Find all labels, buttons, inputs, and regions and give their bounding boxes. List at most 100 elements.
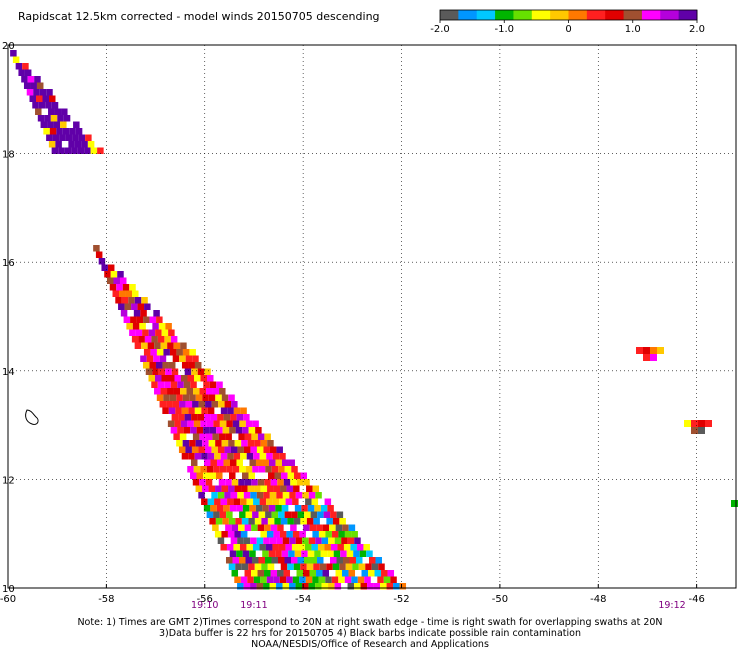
wind-cell (356, 544, 364, 551)
wind-cell (318, 576, 326, 583)
wind-cell (181, 375, 188, 382)
wind-cell (194, 453, 202, 460)
wind-cell (242, 472, 249, 479)
wind-cell (118, 303, 125, 310)
wind-cell (269, 583, 277, 590)
wind-cell (330, 544, 338, 551)
wind-cell (271, 557, 278, 564)
wind-cell (331, 576, 339, 583)
wind-cell (250, 583, 257, 590)
wind-cell (295, 537, 303, 544)
wind-cell (284, 511, 292, 518)
wind-cell (122, 284, 130, 291)
wind-cell (264, 524, 271, 531)
wind-cell (274, 472, 282, 479)
wind-cell (216, 472, 223, 479)
wind-cell (224, 401, 232, 408)
wind-cell (348, 570, 356, 577)
wind-cell (221, 394, 229, 401)
wind-cell (77, 147, 85, 154)
colorbar-tick-label: 1.0 (625, 24, 641, 35)
wind-cell (300, 518, 307, 525)
wind-cell (51, 102, 59, 109)
wind-cell (269, 537, 277, 544)
wind-cell (185, 446, 192, 453)
wind-cell (289, 492, 296, 499)
wind-cell (281, 472, 288, 479)
wind-cell (325, 576, 332, 583)
wind-cell (324, 544, 331, 551)
wind-cell (264, 570, 271, 577)
wind-cell (361, 570, 369, 577)
wind-cell (15, 63, 23, 70)
wind-cell (192, 479, 200, 486)
wind-cell (46, 134, 53, 141)
wind-cell (308, 583, 316, 590)
wind-cell (378, 563, 385, 570)
wind-cell (168, 375, 175, 382)
wind-cell (164, 381, 171, 388)
wind-cell (262, 505, 269, 512)
wind-cell (229, 427, 236, 434)
wind-cell (261, 518, 268, 525)
wind-cell (230, 414, 237, 421)
wind-cell (299, 531, 306, 538)
wind-cell (174, 375, 182, 382)
wind-cell (189, 349, 196, 356)
wind-cell (49, 95, 56, 102)
tick-labels: -60 -58 -56 -54 -52 -50 -48 -46 20 18 16 14 12 10 19:1… (0, 41, 705, 611)
wind-cell (141, 342, 148, 349)
wind-cell (296, 570, 304, 577)
wind-cell (120, 310, 128, 317)
wind-cell (329, 524, 336, 531)
wind-cell (227, 407, 234, 414)
wind-cell (192, 433, 200, 440)
wind-cell (212, 524, 219, 531)
wind-cell (216, 459, 224, 466)
wind-cell (308, 537, 316, 544)
wind-cell (239, 420, 246, 427)
wind-cell (272, 544, 279, 551)
wind-cell (205, 479, 213, 486)
wind-cell (254, 440, 261, 447)
wind-cell (289, 537, 296, 544)
colorbar: -2.0 -1.0 0 1.0 2.0 (430, 9, 705, 35)
wind-cell (249, 550, 256, 557)
wind-cell (229, 472, 236, 479)
wind-cell (277, 479, 284, 486)
wind-cell (172, 401, 180, 408)
wind-cell (263, 537, 270, 544)
wind-cell (313, 518, 320, 525)
wind-cell (172, 355, 180, 362)
wind-cell (249, 459, 256, 466)
wind-cell (181, 362, 189, 369)
wind-cell (326, 563, 333, 570)
wind-cell (200, 466, 207, 473)
wind-cell (24, 69, 32, 76)
wind-cell (168, 329, 175, 336)
wind-cell (235, 563, 242, 570)
wind-cell (181, 453, 189, 460)
wind-cell (225, 524, 232, 531)
wind-cell (156, 316, 163, 323)
wind-cell (283, 570, 291, 577)
wind-cell (266, 576, 274, 583)
wind-cell (344, 576, 352, 583)
wind-cell (39, 89, 47, 96)
wind-cell (377, 576, 384, 583)
wind-cell (286, 531, 293, 538)
wind-cell (276, 446, 283, 453)
wind-cell (248, 472, 256, 479)
wind-cell (265, 511, 272, 518)
wind-cell (278, 511, 285, 518)
wind-cell (177, 381, 184, 388)
wind-cell (191, 446, 199, 453)
wind-cell (240, 576, 248, 583)
wind-cell (173, 388, 181, 395)
colorbar-segment (623, 10, 643, 20)
wind-cell (251, 570, 258, 577)
wind-cell (348, 524, 356, 531)
wind-cell (352, 563, 359, 570)
wind-cell (196, 472, 204, 479)
colorbar-segment (440, 10, 459, 20)
